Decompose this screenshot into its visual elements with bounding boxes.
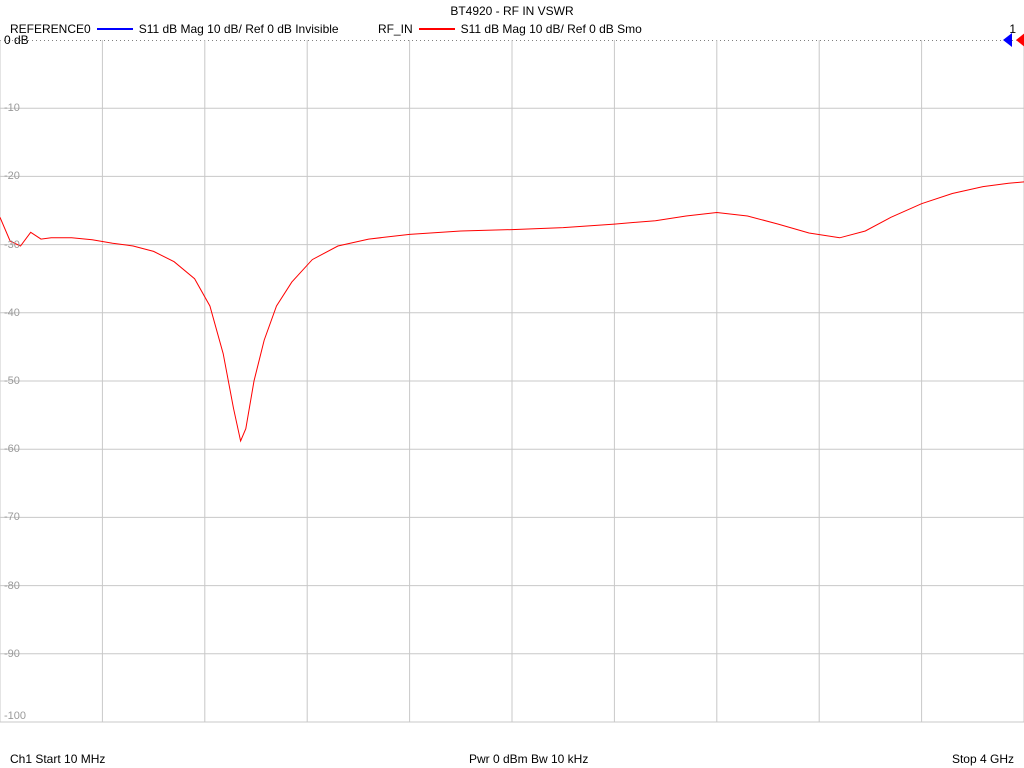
- footer-right: Stop 4 GHz: [952, 752, 1014, 766]
- y-tick-label: -30: [4, 239, 20, 251]
- legend-trace2-swatch: [419, 28, 455, 30]
- y-tick-label: -10: [4, 102, 20, 114]
- y-tick-label: -60: [4, 443, 20, 455]
- y-tick-label: 0 dB: [4, 33, 29, 47]
- y-tick-label: -70: [4, 511, 20, 523]
- marker-triangle-icon: [1003, 33, 1012, 47]
- marker-triangle-icon: [1016, 32, 1024, 48]
- y-tick-label: -40: [4, 307, 20, 319]
- y-tick-label: -50: [4, 375, 20, 387]
- chart-title: BT4920 - RF IN VSWR: [0, 4, 1024, 18]
- y-tick-label: -80: [4, 580, 20, 592]
- legend-row: REFERENCE0 S11 dB Mag 10 dB/ Ref 0 dB In…: [10, 22, 1014, 40]
- legend-trace1-swatch: [97, 28, 133, 30]
- legend-trace2-name: RF_IN: [378, 22, 413, 36]
- footer-row: Ch1 Start 10 MHz Pwr 0 dBm Bw 10 kHz Sto…: [10, 752, 1014, 766]
- y-tick-label: -90: [4, 648, 20, 660]
- footer-left: Ch1 Start 10 MHz: [10, 752, 105, 766]
- plot-area: 0 dB-10-20-30-40-50-60-70-80-90-100: [0, 40, 1024, 740]
- plot-svg: [0, 40, 1024, 740]
- legend-trace2-desc: S11 dB Mag 10 dB/ Ref 0 dB Smo: [461, 22, 642, 36]
- y-tick-label: -100: [4, 710, 26, 722]
- footer-center: Pwr 0 dBm Bw 10 kHz: [469, 752, 588, 766]
- legend-trace1-desc: S11 dB Mag 10 dB/ Ref 0 dB Invisible: [139, 22, 339, 36]
- y-tick-label: -20: [4, 170, 20, 182]
